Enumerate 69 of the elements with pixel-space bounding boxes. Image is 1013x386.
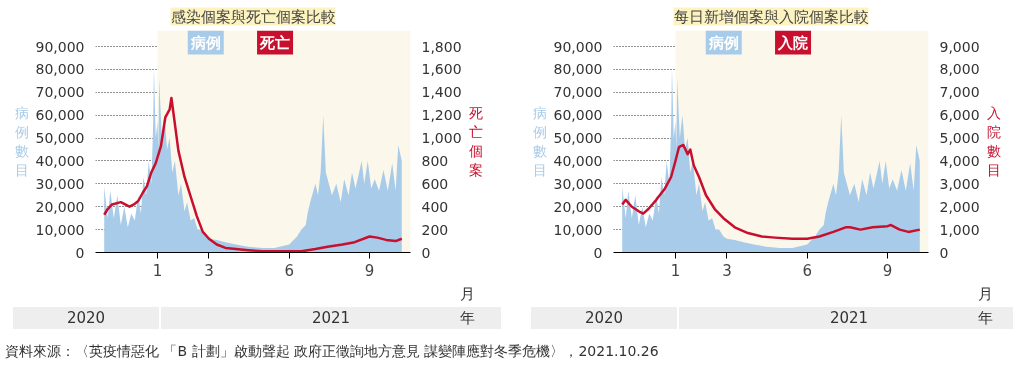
text: 年 <box>460 308 475 329</box>
y-tick-label: 20,000 <box>35 198 85 215</box>
chart-title: 每日新增個案與入院個案比較 <box>673 7 869 26</box>
text: 2021 <box>829 309 869 327</box>
y2-tick-label: 600 <box>421 175 449 192</box>
y2-tick-label: 3,000 <box>939 175 980 192</box>
y-tick-label: 70,000 <box>35 84 85 101</box>
text: 月 <box>978 284 993 305</box>
text: 2020 <box>13 307 159 329</box>
text: 2021 <box>311 309 351 327</box>
y2-tick-label: 7,000 <box>939 84 980 101</box>
y2-tick-label: 1,800 <box>421 38 462 55</box>
text: 入院 <box>777 33 809 52</box>
y2-tick-label: 9,000 <box>939 38 980 55</box>
chart-title: 感染個案與死亡個案比較 <box>170 7 336 26</box>
y-tick-label: 30,000 <box>553 175 603 192</box>
line-series <box>620 143 922 241</box>
y-tick-label: 80,000 <box>35 61 85 78</box>
y-tick-label: 10,000 <box>35 221 85 238</box>
text: 月 <box>460 284 475 305</box>
y-tick-label: 50,000 <box>553 130 603 147</box>
y-tick-label: 20,000 <box>553 198 603 215</box>
y-axis-title: 病例數目 <box>14 104 29 179</box>
y2-tick-label: 6,000 <box>939 107 980 124</box>
y-tick-label: 0 <box>593 244 603 261</box>
y-tick-label: 60,000 <box>553 107 603 124</box>
y2-axis-title: 入院數目 <box>986 104 1001 179</box>
source-note: 資料來源：〈英疫情惡化 「B 計劃」啟動聲起 政府正徵詢地方意見 謀變陣應對冬季危機〉，2021.10.26 <box>5 342 659 361</box>
x-tick-label: 1 <box>670 261 681 280</box>
y2-tick-label: 8,000 <box>939 61 980 78</box>
text: 2020 <box>531 307 677 329</box>
x-tick-label: 3 <box>204 261 214 280</box>
x-tick-label: 6 <box>284 261 294 280</box>
y-tick-label: 0 <box>75 244 85 261</box>
line-series <box>102 96 404 253</box>
text: 病例 <box>189 33 221 52</box>
y-tick-label: 40,000 <box>35 152 85 169</box>
text: 病例 <box>707 33 739 52</box>
y-tick-label: 80,000 <box>553 61 603 78</box>
y2-tick-label: 200 <box>421 221 449 238</box>
y-tick-label: 90,000 <box>553 38 603 55</box>
y-tick-label: 90,000 <box>35 38 85 55</box>
y2-tick-label: 0 <box>939 244 949 261</box>
y-tick-label: 10,000 <box>553 221 603 238</box>
y2-tick-label: 0 <box>421 244 431 261</box>
y2-tick-label: 400 <box>421 198 449 215</box>
y2-axis-title: 死亡個案 <box>468 104 483 179</box>
x-tick-label: 6 <box>802 261 812 280</box>
y2-tick-label: 1,200 <box>421 107 462 124</box>
y2-tick-label: 1,000 <box>421 130 462 147</box>
y2-tick-label: 1,600 <box>421 61 462 78</box>
y2-tick-label: 5,000 <box>939 130 980 147</box>
y-tick-label: 40,000 <box>553 152 603 169</box>
y2-tick-label: 1,000 <box>939 221 980 238</box>
x-tick-label: 3 <box>722 261 732 280</box>
y-axis-title: 病例數目 <box>532 104 547 179</box>
y2-tick-label: 2,000 <box>939 198 980 215</box>
y-tick-label: 50,000 <box>35 130 85 147</box>
y-tick-label: 70,000 <box>553 84 603 101</box>
y2-tick-label: 4,000 <box>939 152 980 169</box>
x-tick-label: 9 <box>364 261 375 280</box>
x-tick-label: 1 <box>152 261 163 280</box>
x-tick-label: 9 <box>882 261 893 280</box>
y2-tick-label: 1,400 <box>421 84 462 101</box>
text: 年 <box>978 308 993 329</box>
y-tick-label: 30,000 <box>35 175 85 192</box>
y-tick-label: 60,000 <box>35 107 85 124</box>
text: 死亡 <box>259 33 291 52</box>
y2-tick-label: 800 <box>421 152 449 169</box>
